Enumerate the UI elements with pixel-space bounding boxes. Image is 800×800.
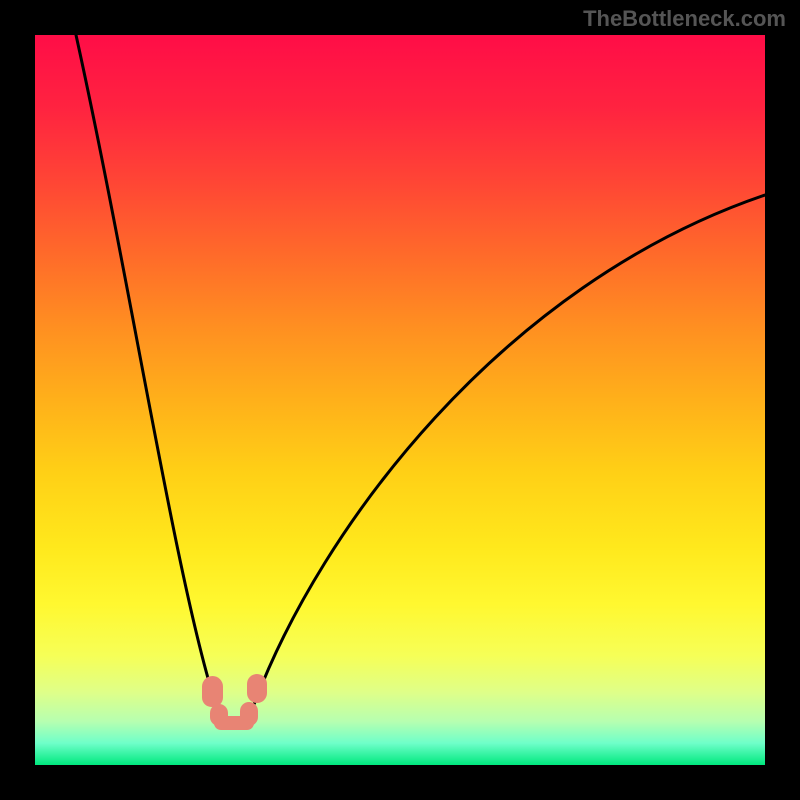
plot-area [35,35,765,765]
trough-marker [202,676,223,707]
watermark-text: TheBottleneck.com [583,6,786,32]
curve-layer [35,35,765,765]
trough-marker [240,702,258,726]
chart-container: TheBottleneck.com [0,0,800,800]
bottleneck-curve [76,35,765,727]
trough-marker [247,674,267,703]
